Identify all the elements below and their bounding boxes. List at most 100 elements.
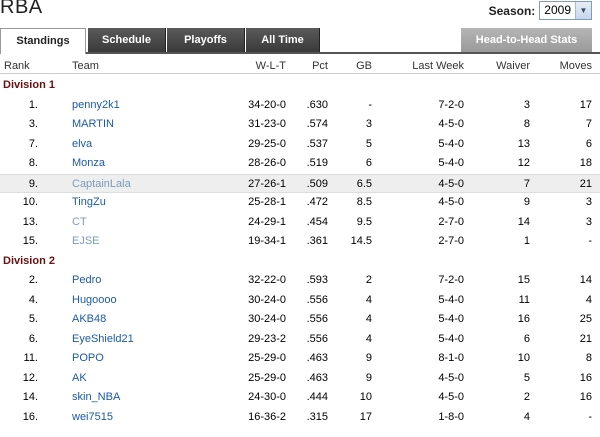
wlt-cell: 25-29-0 <box>248 371 286 384</box>
pct-cell: .593 <box>306 274 328 286</box>
wlt-cell: 25-28-1 <box>248 196 286 208</box>
rank-cell: 7. <box>28 137 38 150</box>
wlt-cell: 25-29-0 <box>248 352 286 364</box>
gb-cell: 9.5 <box>356 215 372 228</box>
pct-cell: .444 <box>306 391 328 403</box>
waiver-cell: 7 <box>523 177 530 190</box>
team-link[interactable]: EyeShield21 <box>72 332 134 345</box>
pct-cell: .556 <box>306 313 328 325</box>
gb-cell: 14.5 <box>350 235 372 247</box>
table-row: 11. POPO 25-29-0 .463 9 8-1-0 10 8 <box>0 349 600 368</box>
gb-cell: 5 <box>365 137 372 150</box>
team-link[interactable]: CaptainLala <box>72 177 131 190</box>
wlt-cell: 29-25-0 <box>248 137 286 150</box>
season-dropdown[interactable]: 2009 ▼ <box>539 1 592 20</box>
table-row: 12. AK 25-29-0 .463 9 4-5-0 5 16 <box>0 369 600 388</box>
tab-all-time[interactable]: All Time <box>246 28 320 52</box>
team-link[interactable]: TingZu <box>72 196 106 208</box>
rank-cell: 12. <box>22 371 38 384</box>
column-header-team[interactable]: Team <box>72 60 99 72</box>
tab-bar: Standings Schedule Playoffs All Time Hea… <box>0 28 600 54</box>
team-link[interactable]: AKB48 <box>72 313 107 325</box>
last-week-cell: 5-4-0 <box>438 293 464 306</box>
rank-cell: 14. <box>22 391 38 403</box>
waiver-cell: 5 <box>523 371 530 384</box>
tab-standings[interactable]: Standings <box>0 28 86 54</box>
team-link[interactable]: penny2k1 <box>72 98 120 111</box>
team-link[interactable]: Monza <box>72 157 106 169</box>
table-header: Rank Team W-L-T Pct GB Last Week Waiver … <box>0 58 600 74</box>
wlt-cell: 28-26-0 <box>248 157 286 169</box>
table-row: 1. penny2k1 34-20-0 .630 - 7-2-0 3 17 <box>0 96 600 115</box>
column-header-moves[interactable]: Moves <box>559 60 592 72</box>
team-link[interactable]: POPO <box>72 352 104 364</box>
column-header-pct[interactable]: Pct <box>312 60 328 72</box>
last-week-cell: 4-5-0 <box>438 196 464 208</box>
head-to-head-stats-button[interactable]: Head-to-Head Stats <box>461 28 592 52</box>
wlt-cell: 30-24-0 <box>248 313 286 325</box>
pct-cell: .556 <box>306 293 328 306</box>
wlt-cell: 31-23-0 <box>248 118 286 130</box>
rank-cell: 5. <box>28 313 38 325</box>
waiver-cell: 12 <box>517 157 530 169</box>
table-row: 15. EJSE 19-34-1 .361 14.5 2-7-0 1 - <box>0 232 600 251</box>
column-header-gb[interactable]: GB <box>356 60 372 72</box>
wlt-cell: 24-30-0 <box>248 391 286 403</box>
last-week-cell: 7-2-0 <box>438 274 464 286</box>
team-link[interactable]: Pedro <box>72 274 102 286</box>
last-week-cell: 1-8-0 <box>438 410 464 423</box>
team-link[interactable]: wei7515 <box>72 410 113 423</box>
moves-cell: 16 <box>579 391 592 403</box>
table-row: 2. Pedro 32-22-0 .593 2 7-2-0 15 14 <box>0 271 600 290</box>
gb-cell: 4 <box>365 332 372 345</box>
tab-schedule[interactable]: Schedule <box>88 28 166 52</box>
last-week-cell: 4-5-0 <box>438 391 464 403</box>
moves-cell: 17 <box>579 98 592 111</box>
last-week-cell: 5-4-0 <box>438 137 464 150</box>
pct-cell: .454 <box>306 215 328 228</box>
chevron-down-icon[interactable]: ▼ <box>575 2 591 19</box>
gb-cell: 3 <box>365 118 372 130</box>
team-link[interactable]: Hugoooo <box>72 293 117 306</box>
waiver-cell: 15 <box>517 274 530 286</box>
column-header-last-week[interactable]: Last Week <box>412 60 464 72</box>
tab-playoffs[interactable]: Playoffs <box>167 28 245 52</box>
team-link[interactable]: elva <box>72 137 93 150</box>
table-row: 10. TingZu 25-28-1 .472 8.5 4-5-0 9 3 <box>0 193 600 212</box>
waiver-cell: 6 <box>523 332 530 345</box>
moves-cell: 3 <box>585 196 592 208</box>
column-header-rank[interactable]: Rank <box>4 60 30 72</box>
table-row: 3. MARTIN 31-23-0 .574 3 4-5-0 8 7 <box>0 115 600 134</box>
gb-cell: 10 <box>359 391 372 403</box>
pct-cell: .556 <box>306 332 328 345</box>
pct-cell: .519 <box>306 157 328 169</box>
team-link[interactable]: EJSE <box>72 235 100 247</box>
table-row: 4. Hugoooo 30-24-0 .556 4 5-4-0 11 4 <box>0 291 600 310</box>
table-row: 7. elva 29-25-0 .537 5 5-4-0 13 6 <box>0 135 600 154</box>
rank-cell: 16. <box>22 410 38 423</box>
wlt-cell: 29-23-2 <box>248 332 286 345</box>
waiver-cell: 2 <box>523 391 530 403</box>
waiver-cell: 4 <box>523 410 530 423</box>
moves-cell: 8 <box>585 352 592 364</box>
gb-cell: 6 <box>365 157 372 169</box>
gb-cell: 9 <box>365 371 372 384</box>
last-week-cell: 4-5-0 <box>438 118 464 130</box>
wlt-cell: 16-36-2 <box>248 410 286 423</box>
gb-cell: 2 <box>365 274 372 286</box>
division-heading: Division 2 <box>3 254 55 267</box>
last-week-cell: 8-1-0 <box>438 352 464 364</box>
column-header-waiver[interactable]: Waiver <box>496 60 530 72</box>
rank-cell: 1. <box>28 98 38 111</box>
gb-cell: 6.5 <box>356 177 372 190</box>
last-week-cell: 4-5-0 <box>438 177 464 190</box>
waiver-cell: 9 <box>523 196 530 208</box>
season-label: Season: <box>488 3 536 18</box>
rank-cell: 3. <box>28 118 38 130</box>
team-link[interactable]: skin_NBA <box>72 391 121 403</box>
team-link[interactable]: AK <box>72 371 87 384</box>
team-link[interactable]: CT <box>72 215 87 228</box>
team-link[interactable]: MARTIN <box>72 118 114 130</box>
column-header-wlt[interactable]: W-L-T <box>255 60 286 72</box>
moves-cell: 16 <box>579 371 592 384</box>
